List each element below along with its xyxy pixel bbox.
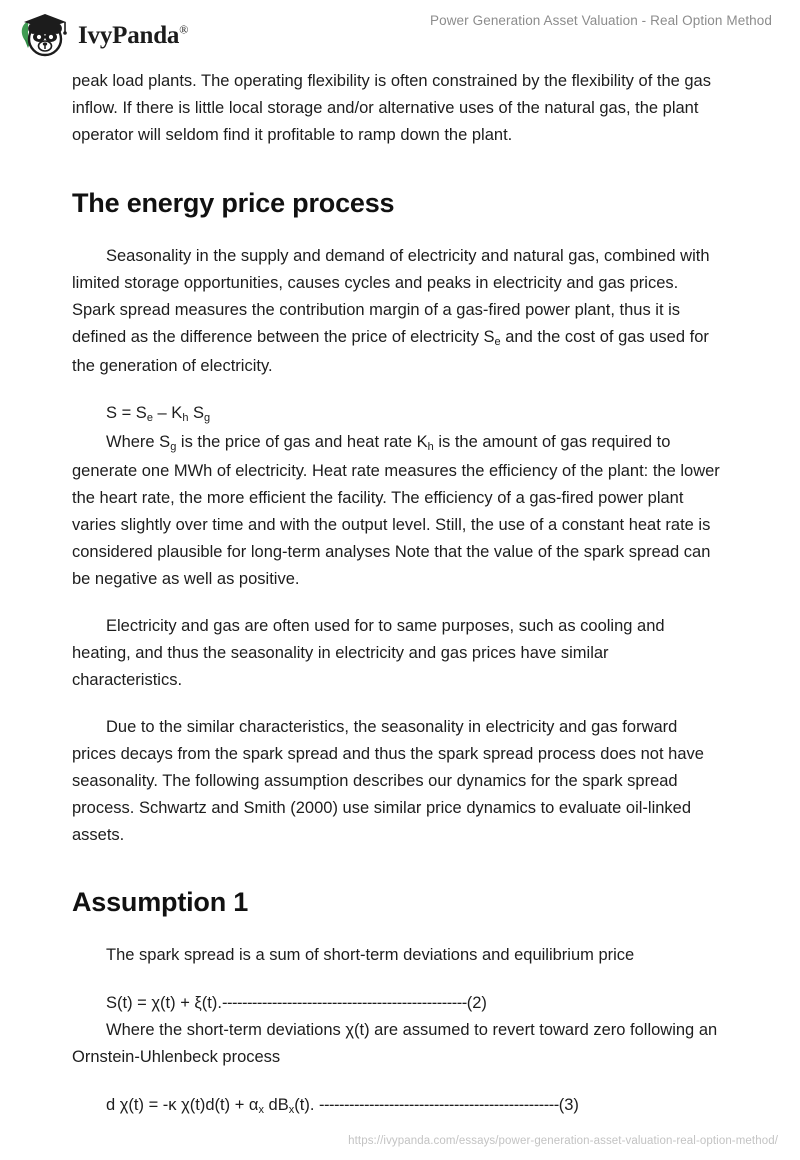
equation-3-part1: d χ(t) = -κ χ(t)d(t) + α: [106, 1096, 259, 1114]
paragraph-continued: peak load plants. The operating flexibil…: [72, 72, 711, 144]
paragraph-forward-prices: Due to the similar characteristics, the …: [72, 718, 704, 844]
equation-1-sub-e: e: [146, 412, 153, 424]
equation-1-sub-g: g: [204, 412, 211, 424]
equation-1-mid: – K: [152, 404, 183, 422]
paragraph-electricity-gas-uses: Electricity and gas are often used for t…: [72, 617, 665, 689]
equation-3-sub-x1: x: [258, 1104, 264, 1116]
brand-wordmark: IvyPanda®: [78, 23, 188, 48]
panda-graduate-logo-icon: [21, 14, 67, 57]
page-header: IvyPanda® Power Generation Asset Valuati…: [0, 0, 800, 66]
equation-3-number: (3): [558, 1096, 579, 1114]
equation-2-number: (2): [466, 994, 487, 1012]
subscript-e: e: [494, 336, 501, 348]
equation-spark-spread: S = Se – Kh Sg: [72, 400, 720, 429]
equation-3-part3: (t).: [294, 1096, 319, 1114]
subscript-g: g: [170, 441, 177, 453]
document-title: Power Generation Asset Valuation - Real …: [430, 13, 772, 28]
paragraph-heat-rate-part1: Where S: [106, 433, 171, 451]
equation-2-expression: S(t) = χ(t) + ξ(t).: [106, 994, 222, 1012]
section-heading-energy-price-process: The energy price process: [72, 188, 395, 218]
brand-name-text: IvyPanda: [78, 21, 180, 49]
paragraph-seasonality-part2: and the cost of gas used for the generat…: [72, 328, 709, 375]
paragraph-seasonality-part1: Seasonality in the supply and demand of …: [72, 247, 710, 346]
equation-1-lhs: S = S: [106, 404, 147, 422]
paragraph-heat-rate-part3: is the amount of gas required to generat…: [72, 433, 720, 588]
brand-logo-link[interactable]: IvyPanda®: [14, 8, 188, 60]
paragraph-seasonality: Seasonality in the supply and demand of …: [72, 243, 720, 380]
paragraph-ornstein-uhlenbeck: Where the short-term deviations χ(t) are…: [72, 1021, 718, 1066]
equation-3-dashes: ----------------------------------------…: [319, 1096, 559, 1114]
paragraph-heat-rate-part2: is the price of gas and heat rate K: [176, 433, 428, 451]
registered-trademark-symbol: ®: [179, 22, 189, 37]
section-heading-assumption-1: Assumption 1: [72, 887, 249, 917]
equation-1-sub-h: h: [182, 412, 189, 424]
equation-1-mid2: S: [188, 404, 205, 422]
paragraph-heat-rate: Where Sg is the price of gas and heat ra…: [72, 429, 720, 593]
subscript-h: h: [427, 441, 434, 453]
equation-2: S(t) = χ(t) + ξ(t).---------------------…: [72, 990, 720, 1017]
paragraph-spark-spread-sum: The spark spread is a sum of short-term …: [106, 946, 635, 964]
document-body: peak load plants. The operating flexibil…: [72, 68, 720, 1121]
equation-3-part2: dB: [263, 1096, 289, 1114]
page-footer: https://ivypanda.com/essays/power-genera…: [0, 1131, 800, 1149]
equation-3: d χ(t) = -κ χ(t)d(t) + αx dBx(t). ------…: [72, 1092, 720, 1121]
source-url-link[interactable]: https://ivypanda.com/essays/power-genera…: [348, 1135, 778, 1147]
equation-2-dashes: ----------------------------------------…: [221, 994, 467, 1012]
equation-3-sub-x2: x: [288, 1104, 295, 1116]
